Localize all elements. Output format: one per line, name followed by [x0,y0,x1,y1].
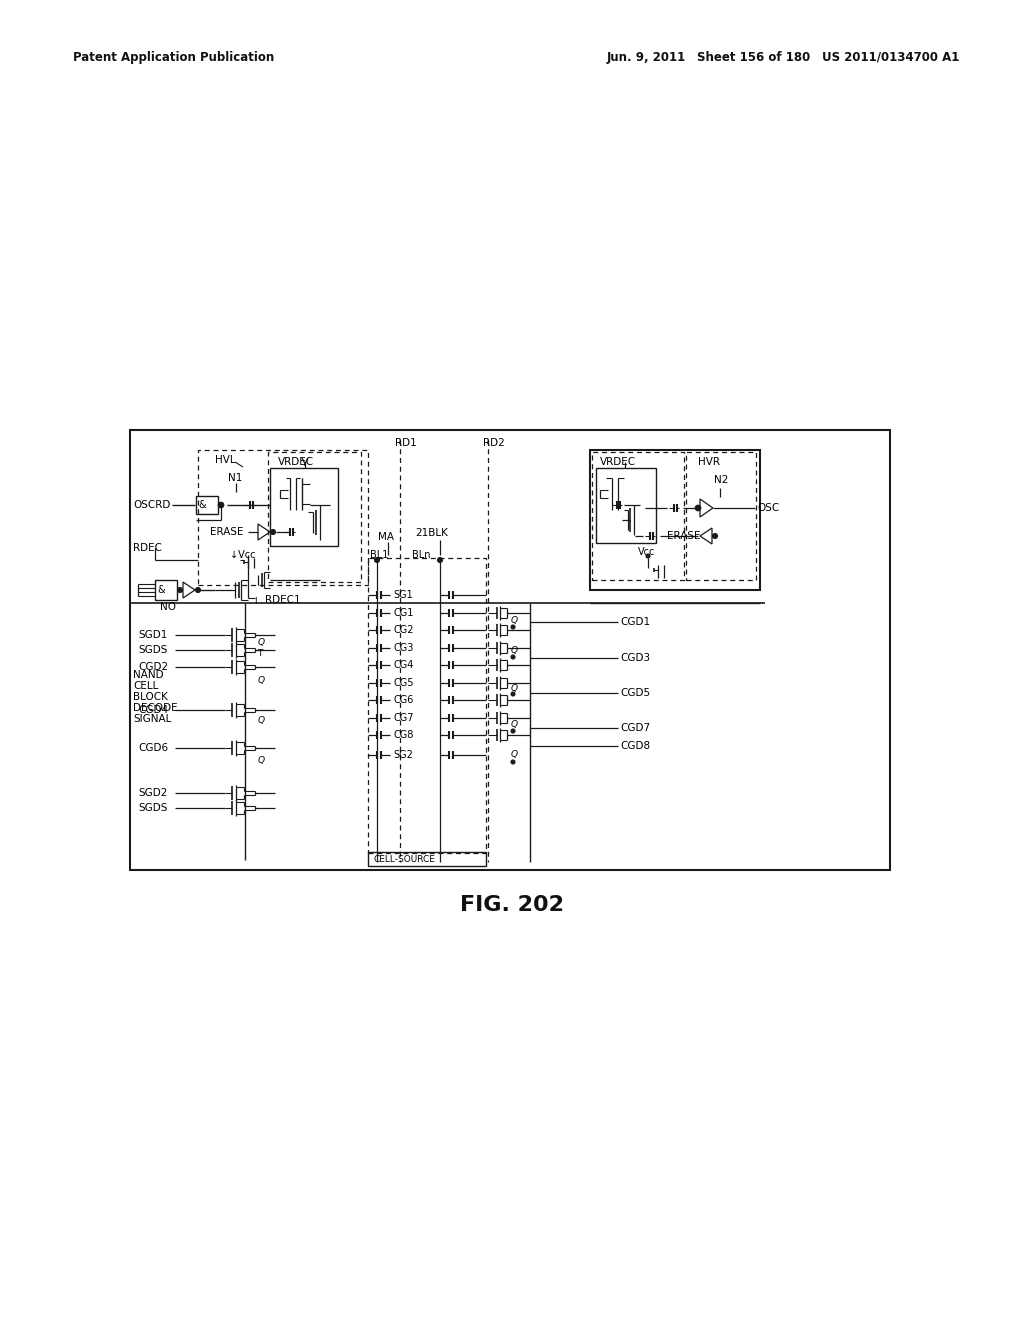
Bar [592,451,684,579]
Bar [368,558,486,853]
Text: Patent Application Publication: Patent Application Publication [73,50,274,63]
Text: Q: Q [511,751,518,759]
Text: 21BLK: 21BLK [415,528,447,539]
Text: Q: Q [258,676,265,685]
Text: CG7: CG7 [393,713,414,723]
Text: VRDEC: VRDEC [278,457,314,467]
Text: CG8: CG8 [393,730,414,741]
Text: CGD5: CGD5 [620,688,650,698]
Text: NAND: NAND [133,671,164,680]
Bar [268,451,361,582]
Circle shape [437,557,442,562]
Text: OSCRD: OSCRD [133,500,170,510]
Circle shape [218,502,224,508]
Text: Q: Q [258,639,265,648]
Circle shape [511,624,515,630]
Text: VRDEC: VRDEC [600,457,636,467]
Text: SG1: SG1 [393,590,413,601]
Text: CG2: CG2 [393,624,414,635]
Circle shape [511,655,515,659]
Text: N1: N1 [228,473,243,483]
Bar [686,451,756,579]
Circle shape [196,587,201,593]
Text: OSC: OSC [757,503,779,513]
Text: CGD1: CGD1 [620,616,650,627]
Text: SIGNAL: SIGNAL [133,714,171,723]
Text: NO: NO [160,602,176,612]
Text: SGDS: SGDS [138,803,167,813]
Text: ERASE: ERASE [210,527,244,537]
Text: CGD3: CGD3 [620,653,650,663]
Text: SGD2: SGD2 [138,788,167,799]
Text: Q: Q [258,755,265,764]
Bar [368,851,486,866]
Text: Q: Q [511,647,518,656]
Text: SG2: SG2 [393,750,413,760]
Text: T: T [257,649,262,659]
Text: CGD4: CGD4 [138,705,168,715]
Circle shape [511,760,515,764]
Text: BL1: BL1 [370,550,388,560]
Bar [130,430,890,870]
Text: DECODE: DECODE [133,704,177,713]
Text: &: & [198,500,206,510]
Text: RDEC1: RDEC1 [265,595,301,605]
Text: ↓Vcc: ↓Vcc [230,550,256,560]
Text: MA: MA [378,532,394,543]
Text: RD1: RD1 [395,438,417,447]
Text: Jun. 9, 2011 Sheet 156 of 180 US 2011/0134700 A1: Jun. 9, 2011 Sheet 156 of 180 US 2011/01… [606,50,961,63]
Text: CG4: CG4 [393,660,414,671]
Text: Vcc: Vcc [638,546,655,557]
Text: Q: Q [511,721,518,730]
Text: SGD1: SGD1 [138,630,167,640]
Text: CG5: CG5 [393,678,414,688]
Bar [590,450,760,590]
Bar [196,496,218,513]
Text: CGD8: CGD8 [620,741,650,751]
Text: CGD7: CGD7 [620,723,650,733]
Text: CG6: CG6 [393,696,414,705]
Text: HVL: HVL [215,455,236,465]
Text: HVR: HVR [698,457,720,467]
Text: CELL: CELL [133,681,159,690]
Circle shape [511,692,515,696]
Text: SGDS: SGDS [138,645,167,655]
Circle shape [375,557,380,562]
Text: CGD6: CGD6 [138,743,168,752]
Text: RDEC: RDEC [133,543,162,553]
Text: &: & [157,585,165,595]
Circle shape [713,533,718,539]
Text: FIG. 202: FIG. 202 [460,895,564,915]
Text: CG1: CG1 [393,609,414,618]
Text: CG3: CG3 [393,643,414,653]
Circle shape [695,506,700,511]
Text: ERASE: ERASE [667,531,700,541]
Text: Q: Q [511,684,518,693]
Text: RD2: RD2 [483,438,505,447]
Text: Q: Q [258,715,265,725]
Bar [155,579,177,601]
Circle shape [646,554,650,558]
Bar [596,469,656,543]
Bar [198,450,368,585]
Bar [270,469,338,546]
Text: BLOCK: BLOCK [133,692,168,702]
Circle shape [511,729,515,733]
Text: Q: Q [511,616,518,626]
Text: N2: N2 [714,475,728,484]
Circle shape [270,529,275,535]
Text: CGD2: CGD2 [138,663,168,672]
Text: CELL-SOURCE: CELL-SOURCE [374,855,436,865]
Circle shape [177,587,182,593]
Text: I: I [254,598,256,606]
Text: BLn: BLn [412,550,430,560]
